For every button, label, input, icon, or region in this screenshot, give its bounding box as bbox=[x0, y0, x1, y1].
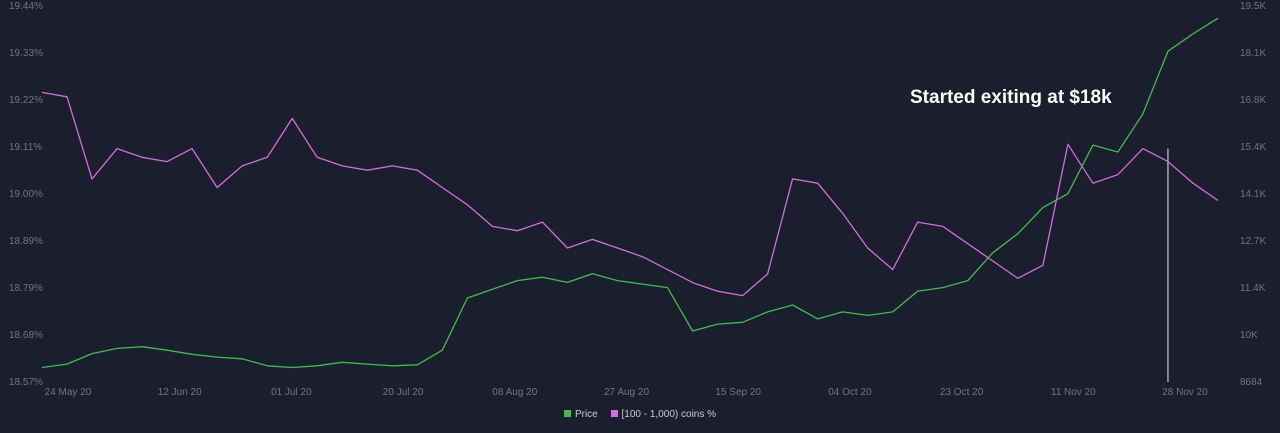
y-right-tick-label: 16.8K bbox=[1240, 95, 1266, 106]
y-left-tick-label: 18.89% bbox=[9, 236, 43, 247]
y-right-tick-label: 11.4K bbox=[1240, 283, 1266, 294]
legend-item-coins[interactable]: [100 - 1,000) coins % bbox=[610, 409, 717, 420]
x-axis: 24 May 20 12 Jun 20 01 Jul 20 20 Jul 20 08 A… bbox=[45, 387, 1209, 398]
y-right-tick-label: 12.7K bbox=[1240, 236, 1266, 247]
x-tick-label: 28 Nov 20 bbox=[1162, 387, 1208, 398]
x-tick-label: 23 Oct 20 bbox=[940, 387, 984, 398]
x-tick-label: 15 Sep 20 bbox=[715, 387, 761, 398]
x-tick-label: 27 Aug 20 bbox=[604, 387, 649, 398]
x-tick-label: 01 Jul 20 bbox=[271, 387, 312, 398]
y-left-tick-label: 19.44% bbox=[9, 1, 43, 12]
y-left-tick-label: 19.22% bbox=[9, 95, 43, 106]
y-left-tick-label: 18.68% bbox=[9, 330, 43, 341]
y-left-axis: 19.44% 19.33% 19.22% 19.11% 19.00% 18.89% 18.7… bbox=[9, 1, 43, 388]
x-tick-label: 12 Jun 20 bbox=[158, 387, 202, 398]
legend-label-coins: [100 - 1,000) coins % bbox=[621, 409, 717, 420]
legend-swatch-coins bbox=[610, 410, 618, 417]
x-tick-label: 08 Aug 20 bbox=[492, 387, 537, 398]
y-left-tick-label: 18.57% bbox=[9, 377, 43, 388]
y-right-tick-label: 18.1K bbox=[1240, 48, 1266, 59]
coins-pct-series-line bbox=[41, 91, 1219, 297]
y-left-tick-label: 19.00% bbox=[9, 189, 43, 200]
annotation-text: Started exiting at $18k bbox=[910, 87, 1112, 108]
legend-item-price[interactable]: Price bbox=[563, 409, 598, 420]
x-tick-label: 04 Oct 20 bbox=[828, 387, 872, 398]
x-tick-label: 11 Nov 20 bbox=[1051, 387, 1096, 398]
y-left-tick-label: 19.11% bbox=[9, 142, 42, 153]
legend-swatch-price bbox=[563, 410, 571, 417]
y-right-tick-label: 8684 bbox=[1240, 377, 1263, 388]
price-series-line bbox=[41, 17, 1219, 369]
y-right-tick-label: 19.5K bbox=[1240, 1, 1266, 12]
legend-label-price: Price bbox=[574, 409, 598, 420]
y-right-axis: 19.5K 18.1K 16.8K 15.4K 14.1K 12.7K 11.4K 10K 86… bbox=[1240, 1, 1266, 388]
legend: Price [100 - 1,000) coins % bbox=[0, 409, 1280, 420]
y-right-tick-label: 10K bbox=[1240, 330, 1258, 341]
y-left-tick-label: 18.79% bbox=[9, 283, 43, 294]
y-left-tick-label: 19.33% bbox=[9, 48, 43, 59]
series-layer bbox=[41, 17, 1219, 369]
x-tick-label: 24 May 20 bbox=[45, 387, 92, 398]
y-right-tick-label: 15.4K bbox=[1240, 142, 1266, 153]
y-right-tick-label: 14.1K bbox=[1240, 189, 1266, 200]
x-tick-label: 20 Jul 20 bbox=[383, 387, 424, 398]
